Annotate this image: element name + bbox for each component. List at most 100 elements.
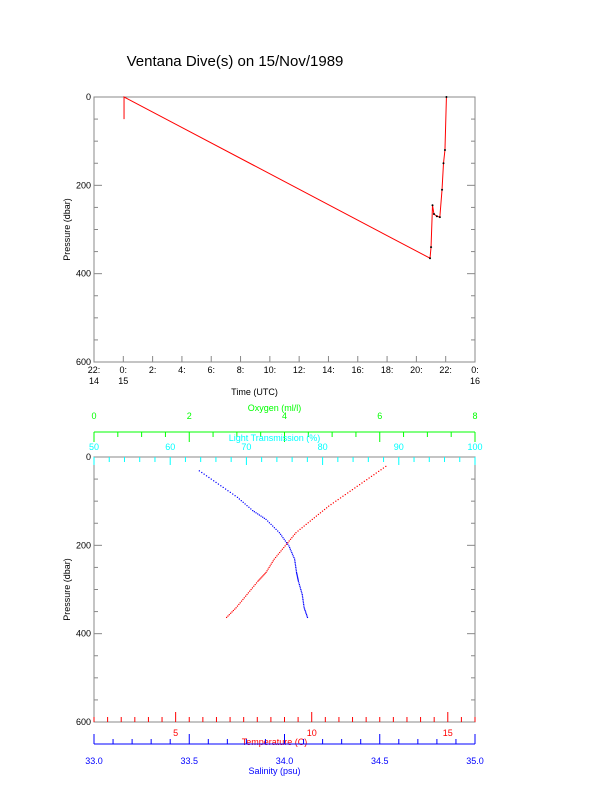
- data-point: [225, 616, 228, 619]
- axis-tick-label: 34.0: [276, 756, 294, 766]
- data-point: [295, 568, 297, 570]
- x-tick-label: 10:: [264, 365, 277, 375]
- y-tick-label: 400: [76, 629, 91, 639]
- y-tick-label: 400: [76, 269, 91, 279]
- data-point: [332, 502, 335, 504]
- axis-tick-label: 8: [472, 411, 477, 421]
- data-point: [264, 572, 266, 575]
- data-point: [279, 533, 282, 535]
- data-point: [245, 595, 247, 597]
- data-point: [285, 543, 288, 545]
- y-tick-label: 200: [76, 180, 91, 190]
- data-point: [296, 572, 298, 575]
- data-point: [268, 522, 270, 524]
- data-point: [205, 475, 208, 477]
- y-tick-label: 0: [86, 92, 91, 102]
- axis-tick-label: 0: [91, 411, 96, 421]
- data-point: [236, 496, 239, 498]
- data-point: [265, 518, 267, 521]
- data-point: [254, 583, 256, 586]
- data-point: [227, 490, 229, 492]
- data-point: [344, 493, 346, 496]
- x-tick-label: 22:: [88, 365, 101, 375]
- data-point: [295, 566, 297, 569]
- axis-tick-label: 4: [282, 411, 287, 421]
- data-point: [304, 609, 306, 612]
- data-point: [323, 508, 326, 511]
- data-point: [217, 483, 220, 485]
- data-point: [250, 588, 252, 591]
- x-tick-label: 20:: [410, 365, 423, 375]
- x-tick-label-day: 14: [89, 376, 99, 386]
- data-point: [441, 188, 444, 191]
- data-point: [270, 563, 272, 565]
- data-point: [283, 538, 285, 540]
- y-tick-label: 600: [76, 717, 91, 727]
- data-point: [287, 543, 289, 545]
- data-point: [375, 472, 377, 474]
- data-point: [378, 470, 380, 473]
- data-point: [251, 587, 254, 589]
- data-point: [210, 478, 212, 480]
- data-point: [238, 498, 240, 500]
- data-point: [309, 520, 311, 522]
- data-point: [295, 571, 298, 574]
- data-point: [304, 608, 306, 610]
- x-axis-label: Time (UTC): [231, 387, 278, 397]
- data-point: [299, 528, 301, 530]
- data-point: [215, 481, 217, 484]
- data-point: [234, 495, 236, 497]
- data-point: [296, 576, 299, 578]
- data-point: [366, 479, 368, 481]
- data-point: [263, 574, 265, 576]
- data-point: [305, 523, 307, 526]
- axis-tick-label: 35.0: [466, 756, 484, 766]
- data-point: [292, 535, 294, 537]
- data-point: [297, 577, 299, 579]
- x-tick-label: 18:: [381, 365, 394, 375]
- data-point: [240, 500, 242, 502]
- data-point: [289, 548, 291, 550]
- data-point: [297, 578, 299, 580]
- data-point: [239, 602, 241, 604]
- data-point: [296, 575, 298, 577]
- data-point: [232, 609, 234, 612]
- plot-frame: [93, 456, 476, 723]
- x-tick-label: 8:: [237, 365, 245, 375]
- data-point: [280, 550, 282, 552]
- data-point: [269, 565, 271, 567]
- data-point: [208, 476, 210, 479]
- data-point: [368, 477, 370, 479]
- data-point: [201, 471, 203, 474]
- data-point: [252, 510, 254, 512]
- data-point: [240, 600, 243, 602]
- data-point: [290, 550, 292, 552]
- data-point: [273, 527, 275, 529]
- x-tick-label: 16:: [352, 365, 365, 375]
- data-point: [198, 470, 200, 472]
- data-point: [289, 546, 291, 549]
- data-point: [255, 512, 257, 514]
- y-axis-label: Pressure (dbar): [62, 198, 72, 261]
- data-point: [431, 204, 434, 207]
- time-pressure-plot: 22:140:152: 4: 6: 8: 10: 12: 14: 16: 18: 20: 22: 0:…: [62, 92, 480, 397]
- x-tick-label: 4:: [178, 365, 186, 375]
- axis-label: Oxygen (ml/l): [248, 403, 302, 413]
- x-tick-label: 12:: [293, 365, 306, 375]
- x-tick-label: 14:: [322, 365, 335, 375]
- data-point: [380, 469, 382, 471]
- axis-tick-label: 15: [443, 728, 453, 738]
- axis-label: Temperature (C): [242, 737, 308, 747]
- data-point: [297, 580, 300, 582]
- data-point: [234, 608, 236, 610]
- data-point: [255, 582, 258, 584]
- data-point: [288, 545, 290, 547]
- x-tick-label-day: 15: [118, 376, 128, 386]
- data-point: [302, 598, 304, 601]
- data-point: [276, 555, 278, 557]
- x-tick-label: 6:: [207, 365, 215, 375]
- y-tick-label: 600: [76, 357, 91, 367]
- data-point: [227, 615, 229, 617]
- data-point: [311, 518, 313, 521]
- data-point: [243, 597, 245, 599]
